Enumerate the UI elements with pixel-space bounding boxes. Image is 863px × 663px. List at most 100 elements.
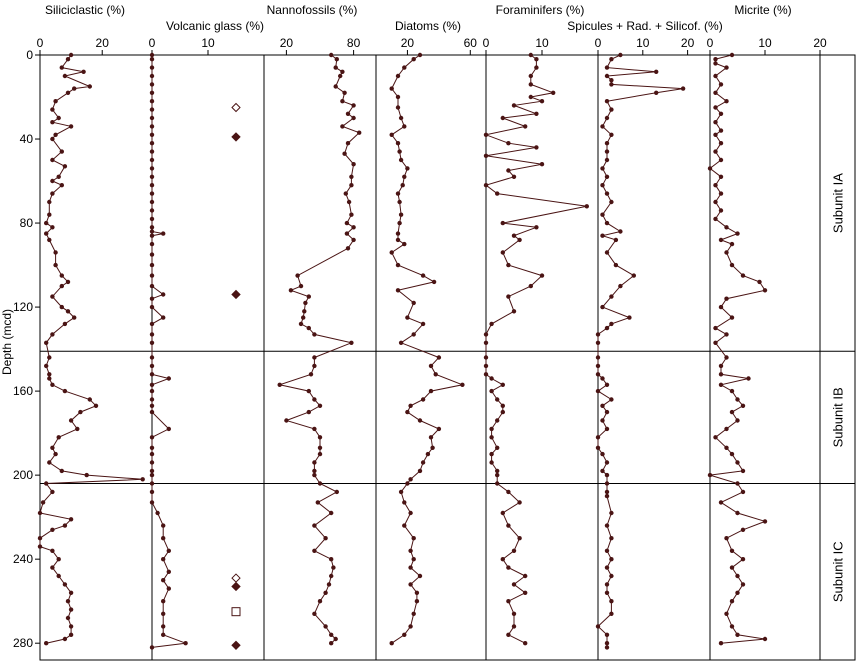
data-point (405, 315, 410, 320)
data-point (303, 300, 308, 306)
data-point (44, 340, 49, 345)
data-point (528, 52, 533, 58)
data-point (595, 624, 601, 629)
data-point (584, 204, 589, 209)
data-point (351, 225, 356, 230)
data-point (604, 426, 610, 432)
data-point (500, 115, 505, 121)
data-point (161, 599, 166, 604)
data-point (340, 124, 345, 129)
data-point (344, 231, 350, 236)
data-point (724, 65, 729, 70)
data-point (609, 107, 614, 112)
data-point (342, 90, 347, 96)
data-point (301, 315, 306, 320)
data-point (408, 565, 413, 570)
data-point (495, 468, 500, 474)
data-point (395, 105, 401, 110)
data-point (609, 557, 614, 562)
data-point (395, 262, 401, 268)
data-point (93, 403, 99, 408)
data-point (312, 355, 317, 360)
data-point (149, 388, 155, 394)
data-point (402, 523, 407, 528)
data-point (713, 340, 718, 345)
data-point (50, 120, 55, 125)
data-point (595, 340, 601, 345)
data-point (53, 132, 58, 137)
data-point (724, 99, 729, 104)
data-point (323, 624, 328, 629)
data-point (59, 149, 64, 154)
data-point (609, 78, 614, 83)
diamond-filled-marker (231, 132, 241, 142)
x-tick-label: 10 (758, 36, 772, 50)
data-point (398, 115, 404, 121)
data-point (489, 321, 494, 327)
data-point (395, 191, 401, 196)
data-point (707, 472, 713, 478)
data-point (609, 199, 614, 205)
data-point (65, 599, 71, 604)
data-point (317, 481, 323, 486)
subunit-label: Subunit IA (831, 173, 846, 233)
data-point (604, 174, 610, 179)
data-point (345, 246, 351, 251)
data-point (489, 435, 494, 440)
data-point (762, 288, 768, 293)
data-point (618, 283, 623, 289)
data-point (323, 536, 328, 541)
data-point (713, 73, 718, 79)
data-point (149, 397, 155, 402)
data-point (50, 225, 55, 230)
data-point (500, 250, 505, 255)
data-point (149, 73, 155, 79)
x-tick-label: 0 (149, 36, 156, 50)
data-point (298, 283, 304, 289)
panel-6: Spicules + Rad. + Silicof. (%) 0 10 20 (567, 19, 723, 650)
data-point (609, 536, 614, 541)
data-point (604, 99, 610, 104)
data-point (707, 166, 713, 171)
data-point (511, 309, 517, 314)
data-point (44, 231, 49, 236)
data-point (500, 510, 505, 516)
data-point (718, 382, 724, 387)
data-point (349, 183, 354, 188)
data-point (729, 548, 735, 553)
data-point (523, 124, 528, 129)
data-point (417, 573, 423, 579)
data-point (718, 208, 724, 213)
data-point (149, 199, 155, 205)
data-point (604, 460, 610, 465)
data-point (40, 500, 46, 505)
data-point (740, 468, 746, 474)
data-point (149, 107, 155, 112)
data-point (50, 294, 55, 299)
data-point (398, 489, 404, 495)
data-point (408, 477, 413, 482)
data-point (724, 611, 729, 616)
data-point (408, 582, 413, 587)
data-point (411, 57, 416, 62)
data-point (44, 220, 49, 226)
data-point (149, 115, 155, 121)
data-point (718, 363, 724, 369)
data-point (729, 388, 735, 394)
data-point (528, 73, 533, 79)
data-point (50, 136, 55, 142)
data-point (436, 355, 442, 360)
data-point (523, 641, 528, 646)
data-point (402, 632, 407, 637)
data-point (149, 262, 155, 268)
data-point (604, 250, 610, 255)
data-point (506, 294, 511, 299)
data-point (414, 590, 420, 595)
data-point (284, 418, 289, 423)
data-point (149, 451, 155, 457)
data-point (604, 141, 610, 146)
data-point (609, 397, 614, 402)
data-point (288, 288, 294, 293)
data-point (72, 315, 77, 320)
data-point (534, 57, 539, 62)
